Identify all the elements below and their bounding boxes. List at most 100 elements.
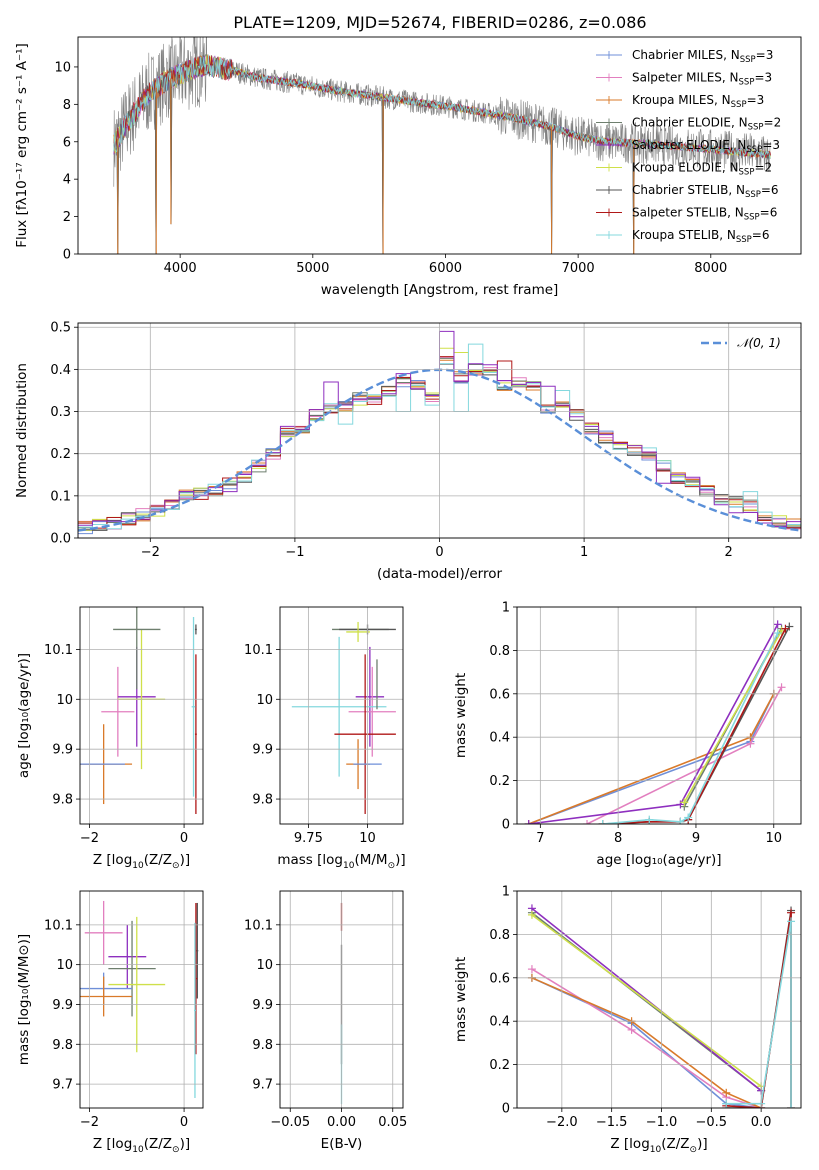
x-label-sub: 10 [650,1145,662,1155]
errorbar-salpeter-stelib [334,654,396,815]
errorbar-kroupa-stelib [191,616,196,797]
spectrum-model-kroupa-stelib [113,54,771,159]
x-tick-label: 7000 [562,261,595,276]
y-axis-label: Normed distribution [14,363,30,498]
legend-entry: Salpeter STELIB, NSSP=6 [632,206,777,223]
legend-label: Salpeter STELIB, N [632,206,744,220]
axes-frame [79,606,204,825]
x-axis-label: (data-model)/error [377,566,503,582]
series-salpeter-stelib [722,908,796,1108]
series-chabrier-stelib [722,906,796,1108]
x-label-prefix: Z [log [93,1136,132,1152]
errorbar-kroupa-stelib [194,922,196,1099]
legend-label: Kroupa MILES, N [632,93,731,107]
errorbar-salpeter-miles [348,666,396,757]
x-tick-label: −2 [80,1115,99,1130]
x-axis-label: E(B-V) [321,1136,363,1152]
y-tick-label: 6 [63,135,71,150]
x-label-suffix: (M/M [354,852,387,868]
x-tick-label: 7 [536,831,544,846]
errorbar-kroupa-miles [80,976,133,1017]
panel-spectrum: 4000 5000 6000 7000 8000 0 2 4 6 8 10 wavelength [A… [14,36,802,298]
x-label-suffix: (Z/Z [144,1136,172,1152]
y-axis-label: age [log₁₀(age/yr)] [16,653,32,778]
y-tick-label: 9.7 [52,1078,73,1093]
x-axis-label: Z [log10(Z/Z⊙)] [610,1136,707,1155]
x-label-sub: 10 [132,1145,144,1155]
figure-title: PLATE=1209, MJD=52674, FIBERID=0286, z=0… [233,13,646,32]
legend-n: =6 [760,206,778,220]
series-kroupa-elodie [527,910,766,1091]
legend-sub: SSP [745,190,761,200]
errorbar-salpeter-miles [101,666,135,757]
legend-sub: SSP [748,123,764,133]
errorbar-chabrier-elodie [108,920,156,1017]
y-tick-label: 10 [56,958,73,973]
x-tick-label: 8 [614,831,622,846]
y-tick-label: 9.8 [252,793,273,808]
y-tick-label: 0.4 [489,1015,510,1030]
x-tick-label: −0.05 [270,1115,310,1130]
series-salpeter-miles [583,683,786,824]
y-tick-label: 2 [63,210,71,225]
y-tick-label: 9.9 [252,743,273,758]
y-tick-label: 0.3 [50,405,71,420]
y-axis-label: Flux [fλ10⁻¹⁷ erg cm⁻² s⁻¹ A⁻¹] [14,43,30,248]
x-tick-label: 9.75 [294,831,323,846]
x-tick-label: 10 [765,831,782,846]
x-tick-label: 1 [580,545,588,560]
x-label-sun: ⊙ [388,861,396,871]
x-axis-label: age [log₁₀(age/yr)] [596,852,721,868]
y-tick-label: 0.2 [50,447,71,462]
x-tick-label: 9 [692,831,700,846]
x-label-sub: 10 [343,861,355,871]
x-tick-label: −2 [80,831,99,846]
spectrum-model-chabrier-stelib [113,54,771,254]
y-tick-label: 9.9 [52,998,73,1013]
x-tick-label: −0.5 [696,1115,728,1130]
axes-frame [77,36,802,255]
legend-entry: Salpeter ELODIE, NSSP=3 [632,138,780,155]
y-tick-label: 0.8 [489,644,510,659]
plot-area [113,37,771,254]
x-label-close: )] [697,1136,708,1152]
y-tick-label: 10.1 [244,643,273,658]
axes-frame [279,606,404,825]
legend-label: Kroupa ELODIE, N [632,161,739,175]
y-tick-label: 10 [256,693,273,708]
x-label-prefix: mass [log [277,852,343,868]
y-tick-label: 9.8 [52,1038,73,1053]
axes-frame [279,890,404,1109]
x-axis-label: Z [log10(Z/Z⊙)] [93,1136,190,1155]
errorbar-chabrier-stelib [194,624,197,635]
errorbar-kroupa-elodie [346,621,370,642]
legend-label: Salpeter MILES, N [632,71,739,85]
y-tick-label: 10.1 [44,643,73,658]
legend-entry: Kroupa STELIB, NSSP=6 [632,228,770,245]
axes-frame [77,322,802,539]
series-kroupa-stelib [722,917,796,1108]
y-tick-label: 0 [502,818,510,833]
series-line [726,910,792,1108]
y-tick-label: 0.2 [489,1058,510,1073]
panel-mass-vs-EBV: −0.05 0.00 0.05 9.7 9.8 9.9 10 10.1 E(B-V) [244,890,407,1152]
legend-entry: Kroupa MILES, NSSP=3 [632,93,764,110]
legend-n: =2 [754,161,772,175]
errorbar-kroupa-elodie [108,916,166,1053]
legend-sub: SSP [731,100,747,110]
series-kroupa-miles [527,973,766,1108]
x-label-sun: ⊙ [172,861,180,871]
plot-area [80,900,199,1099]
panel-massweight-vs-age: 7 8 9 10 0 0.2 0.4 0.6 0.8 1 age [log₁₀(age/yr)] ma… [453,601,802,868]
legend-n: =6 [761,183,779,197]
x-axis-label: wavelength [Angstrom, rest frame] [321,282,559,298]
legend-label: Chabrier STELIB, N [632,183,745,197]
x-label-close: )] [180,1136,191,1152]
x-tick-label: 4000 [164,261,197,276]
series-line [531,914,762,1087]
y-tick-label: 9.9 [252,998,273,1013]
